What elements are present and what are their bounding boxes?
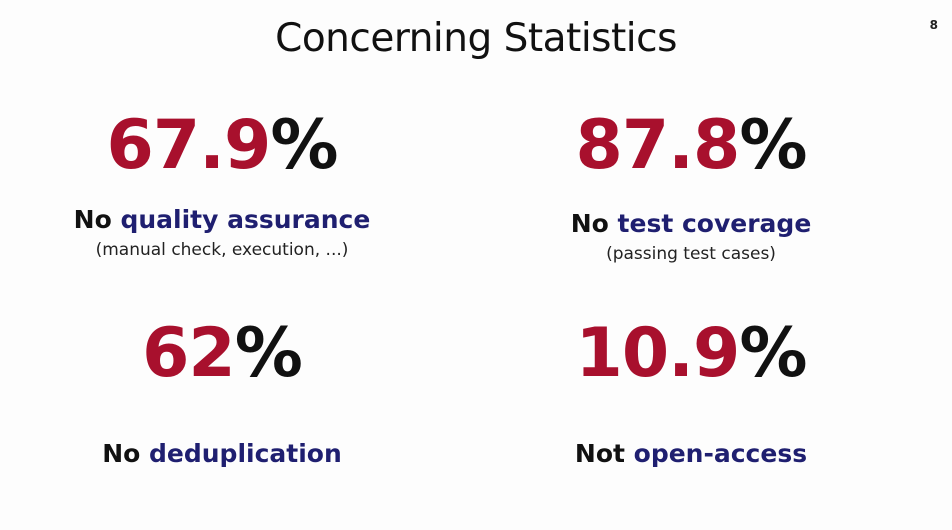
- stat-value: 87.8%: [481, 112, 901, 180]
- stat-percent-sign: %: [739, 314, 807, 393]
- stat-note: (manual check, execution, ...): [95, 239, 349, 260]
- stat-number: 67.9: [106, 106, 272, 185]
- stat-label: No test coverage: [481, 210, 901, 238]
- stat-percent-sign: %: [739, 106, 807, 185]
- stat-label-highlight: deduplication: [149, 439, 342, 468]
- stat-label-prefix: No: [570, 209, 618, 238]
- stat-number: 62: [142, 314, 236, 393]
- stat-test-coverage: 87.8% No test coverage (passing test cas…: [481, 112, 901, 264]
- stat-value: 67.9%: [12, 112, 432, 180]
- stat-value: 10.9%: [481, 320, 901, 388]
- stat-label-highlight: test coverage: [617, 209, 812, 238]
- stat-number: 10.9: [575, 314, 741, 393]
- stat-percent-sign: %: [234, 314, 303, 393]
- stat-label: No quality assurance: [12, 206, 432, 234]
- stat-label: Not open-access: [481, 440, 901, 468]
- stat-quality-assurance: 67.9% No quality assurance (manual check…: [12, 112, 432, 260]
- stat-label-prefix: No: [102, 439, 150, 468]
- stat-label-highlight: open-access: [633, 439, 808, 468]
- page-number: 8: [929, 18, 938, 32]
- stat-label-prefix: No: [73, 205, 121, 234]
- stat-label: No deduplication: [12, 440, 432, 468]
- stat-label-prefix: Not: [574, 439, 634, 468]
- stat-note: (passing test cases): [606, 243, 776, 264]
- stat-percent-sign: %: [270, 106, 338, 185]
- stat-open-access: 10.9% Not open-access: [481, 320, 901, 468]
- stat-value: 62%: [12, 320, 432, 388]
- stat-deduplication: 62% No deduplication: [12, 320, 432, 468]
- slide-title: Concerning Statistics: [275, 16, 677, 61]
- stat-number: 87.8: [575, 106, 741, 185]
- stat-label-highlight: quality assurance: [120, 205, 371, 234]
